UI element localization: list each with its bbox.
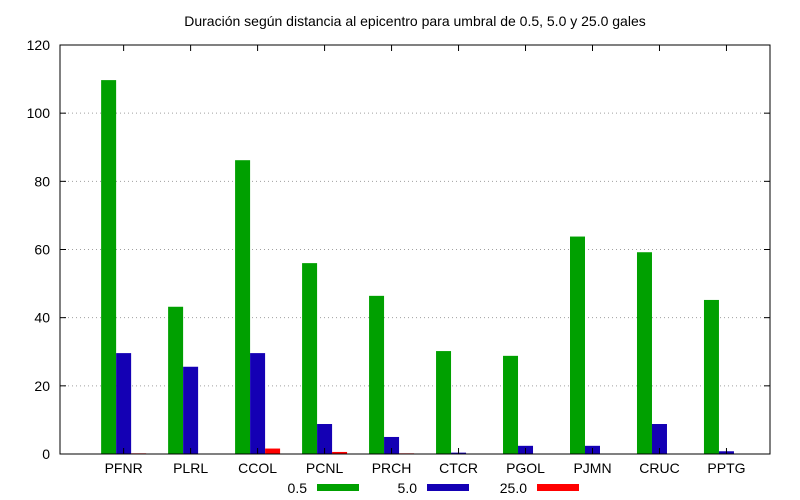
x-tick-label: PPTG [707,460,745,476]
y-tick-label: 120 [27,37,51,53]
bar-ccol-series-1 [250,353,266,454]
x-tick-label: PCNL [306,460,344,476]
bar-ctcr-series-0 [436,351,452,454]
bar-pfnr-series-1 [116,353,132,454]
y-tick-label: 60 [34,242,50,258]
legend-swatch-2 [537,484,579,491]
bar-pcnl-series-2 [332,451,348,454]
chart-title: Duración según distancia al epicentro pa… [184,13,646,29]
bar-pcnl-series-0 [302,263,318,454]
y-tick-label: 100 [27,105,51,121]
legend: 0.5 5.0 25.0 [288,480,579,496]
legend-label-1: 5.0 [398,480,418,496]
bar-pjmn-series-0 [570,236,585,454]
x-tick-label: CTCR [439,460,478,476]
x-tick-label: PGOL [506,460,545,476]
y-tick-label: 0 [42,446,50,462]
legend-label-2: 25.0 [500,480,527,496]
legend-swatch-0 [317,484,359,491]
bar-pptg-series-0 [703,299,719,454]
x-tick-label: CRUC [639,460,679,476]
x-tick-label: PJMN [573,460,611,476]
legend-label-0: 0.5 [288,480,308,496]
plot-frame [59,44,771,455]
bar-ccol-series-2 [265,448,281,454]
legend-swatch-1 [427,484,469,491]
axis-labels: 0 20 40 60 80 100 120 PFNR PLRL CCOL PCNL PRCH CTCR P… [27,37,746,476]
bar-cruc-series-0 [636,252,652,454]
x-tick-label: CCOL [238,460,277,476]
bar-prch-series-1 [384,436,400,454]
y-tick-label: 20 [34,378,50,394]
bar-ccol-series-0 [235,160,251,454]
bar-cruc-series-1 [651,424,667,454]
bar-plrl-series-1 [183,366,199,454]
x-tick-label: PLRL [173,460,208,476]
y-tick-label: 40 [34,310,50,326]
bar-plrl-series-0 [168,306,184,454]
bar-pfnr-series-0 [101,80,117,455]
x-tick-label: PRCH [372,460,412,476]
bar-pgol-series-0 [503,355,519,454]
bar-pcnl-series-1 [317,424,333,454]
bar-prch-series-0 [369,295,385,454]
y-tick-label: 80 [34,173,50,189]
x-tick-label: PFNR [105,460,143,476]
